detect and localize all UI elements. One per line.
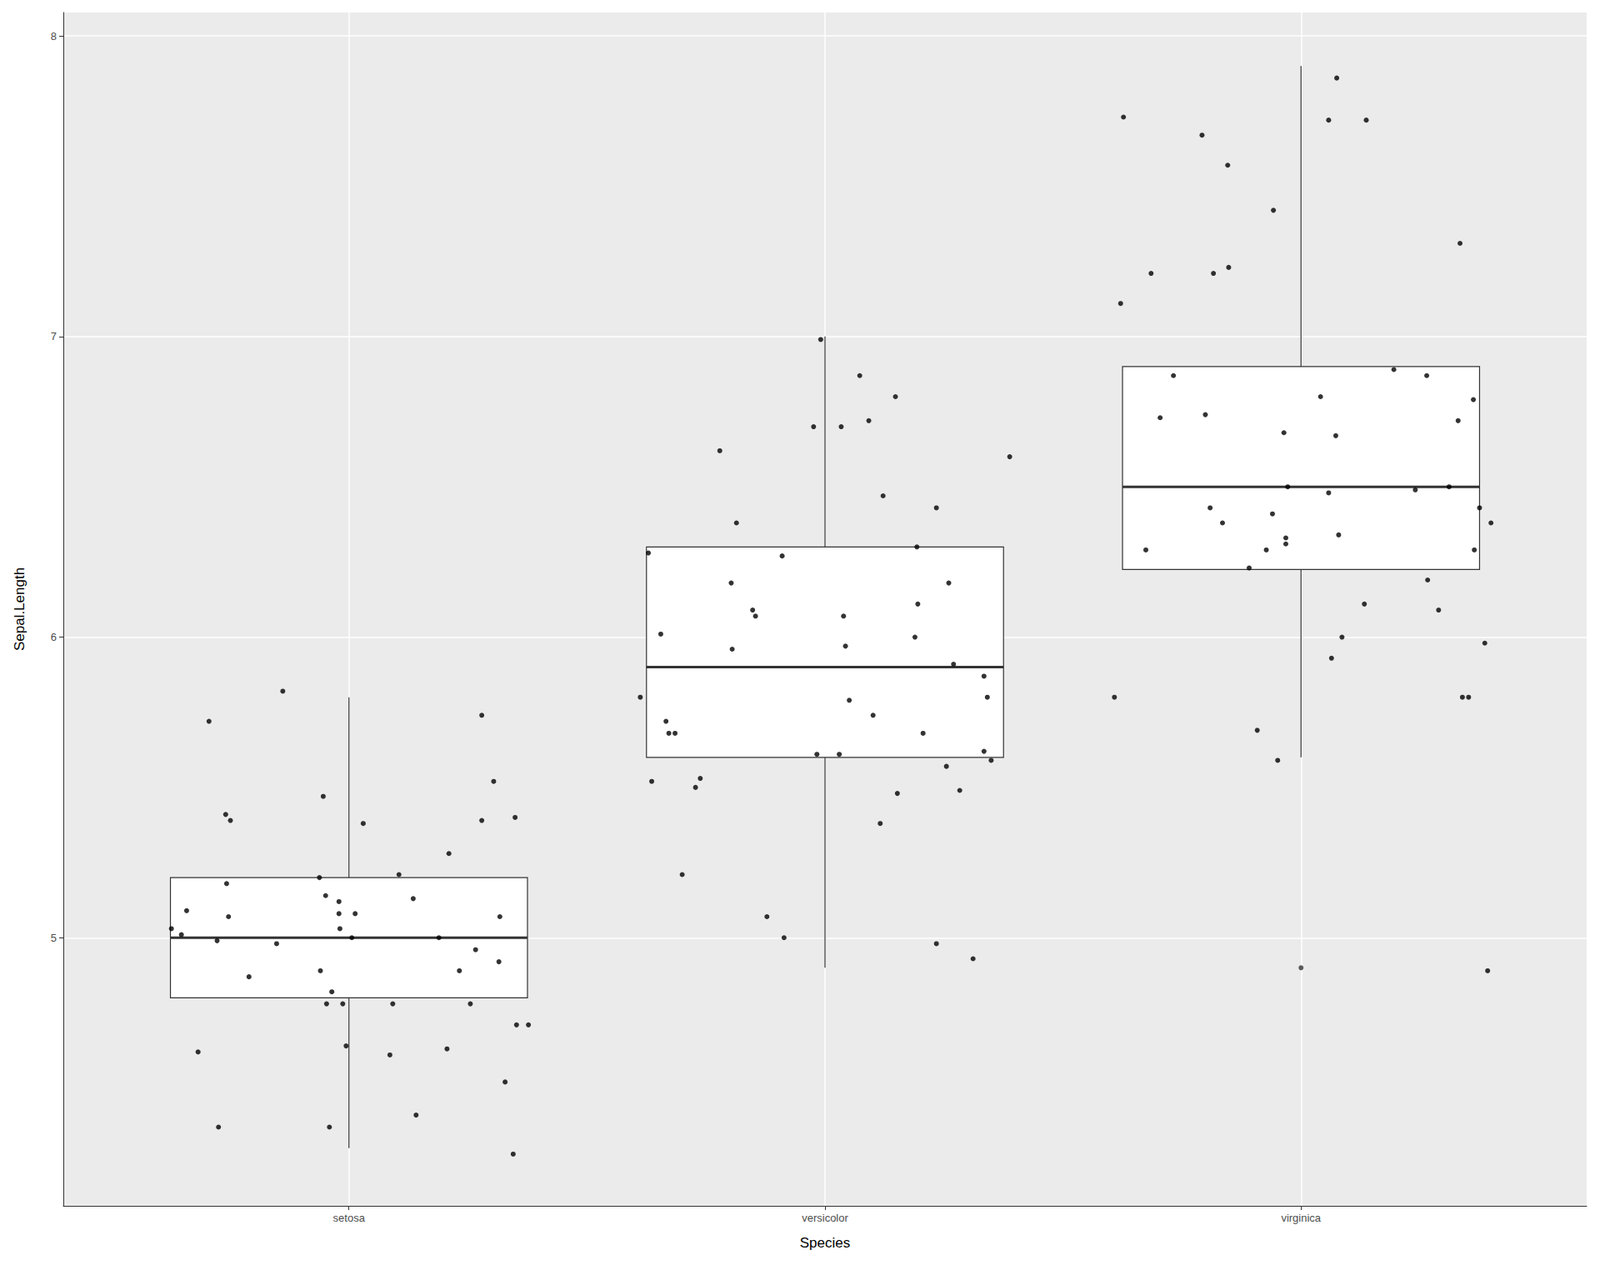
svg-text:Sepal.Length: Sepal.Length [11,567,28,651]
svg-text:5: 5 [50,931,57,945]
svg-text:virginica: virginica [1280,1211,1321,1225]
svg-text:7: 7 [50,330,57,343]
svg-text:6: 6 [50,630,57,644]
svg-text:8: 8 [50,30,57,43]
svg-text:versicolor: versicolor [801,1211,849,1225]
svg-text:Species: Species [800,1235,850,1251]
svg-text:setosa: setosa [333,1211,366,1225]
